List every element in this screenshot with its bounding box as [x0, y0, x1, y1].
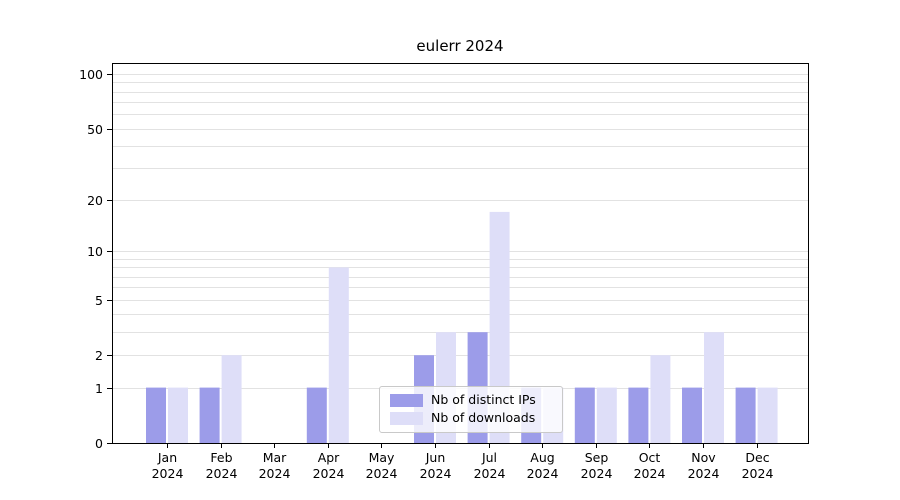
x-tick-label-year: 2024	[634, 466, 666, 481]
x-tick-label-month: Apr	[318, 450, 340, 465]
bar-nb-of-distinct-ips-jan-2024	[146, 387, 166, 443]
y-axis: 0 1 2 5 10 20 50 100	[79, 67, 112, 451]
x-tick-label-year: 2024	[527, 466, 559, 481]
x-tick-label-month: Sep	[585, 450, 609, 465]
legend-label-downloads: Nb of downloads	[431, 410, 536, 426]
x-tick-label-month: Jun	[425, 450, 446, 465]
x-tick-label-year: 2024	[259, 466, 291, 481]
plot-border	[112, 63, 809, 444]
bar-nb-of-distinct-ips-dec-2024	[735, 387, 756, 443]
bar-nb-of-downloads-jan-2024	[168, 387, 188, 443]
x-tick-label-year: 2024	[420, 466, 452, 481]
bar-nb-of-downloads-sep-2024	[596, 387, 617, 443]
x-tick-label-month: Nov	[691, 450, 716, 465]
x-tick-label-year: 2024	[152, 466, 184, 481]
bar-nb-of-distinct-ips-oct-2024	[628, 387, 649, 443]
x-tick-label-month: Dec	[745, 450, 769, 465]
legend-item-downloads: Nb of downloads	[390, 412, 562, 425]
x-tick-label-month: May	[369, 450, 395, 465]
y-tick-label: 1	[95, 381, 103, 396]
bar-nb-of-downloads-apr-2024	[328, 267, 349, 443]
bar-nb-of-downloads-dec-2024	[757, 387, 778, 443]
bar-nb-of-downloads-oct-2024	[650, 355, 671, 443]
x-tick-label-month: Jan	[157, 450, 177, 465]
legend-swatch-downloads	[390, 412, 423, 425]
x-tick-label-year: 2024	[688, 466, 720, 481]
y-tick-label: 0	[95, 436, 103, 451]
y-tick-label: 50	[87, 122, 103, 137]
legend-label-distinct-ips: Nb of distinct IPs	[431, 392, 536, 408]
bar-nb-of-distinct-ips-apr-2024	[306, 387, 327, 443]
x-tick-label-year: 2024	[474, 466, 506, 481]
bar-nb-of-downloads-nov-2024	[704, 332, 724, 443]
bar-nb-of-downloads-feb-2024	[221, 355, 242, 443]
legend-swatch-distinct-ips	[390, 394, 423, 407]
x-tick-label-month: Feb	[210, 450, 232, 465]
chart-title: eulerr 2024	[416, 37, 503, 55]
x-tick-label-year: 2024	[313, 466, 345, 481]
y-tick-label: 5	[95, 293, 103, 308]
x-tick-label-year: 2024	[366, 466, 398, 481]
bar-nb-of-distinct-ips-feb-2024	[199, 387, 220, 443]
legend: Nb of distinct IPs Nb of downloads	[379, 386, 563, 433]
x-tick-label-year: 2024	[742, 466, 774, 481]
y-tick-label: 2	[95, 348, 103, 363]
gridlines	[112, 74, 808, 389]
bar-nb-of-downloads-jul-2024	[489, 211, 510, 443]
x-tick-label-month: Oct	[639, 450, 661, 465]
y-tick-label: 10	[87, 244, 103, 259]
legend-item-distinct-ips: Nb of distinct IPs	[390, 394, 562, 407]
bar-nb-of-distinct-ips-sep-2024	[574, 387, 595, 443]
x-tick-label-month: Mar	[263, 450, 287, 465]
bar-nb-of-distinct-ips-nov-2024	[682, 387, 702, 443]
x-tick-label-month: Jul	[481, 450, 497, 465]
x-axis: Jan2024Feb2024Mar2024Apr2024May2024Jun20…	[152, 443, 774, 481]
y-tick-label: 100	[79, 67, 103, 82]
y-tick-label: 20	[87, 193, 103, 208]
x-tick-label-year: 2024	[581, 466, 613, 481]
x-tick-label-year: 2024	[206, 466, 238, 481]
x-tick-label-month: Aug	[530, 450, 554, 465]
